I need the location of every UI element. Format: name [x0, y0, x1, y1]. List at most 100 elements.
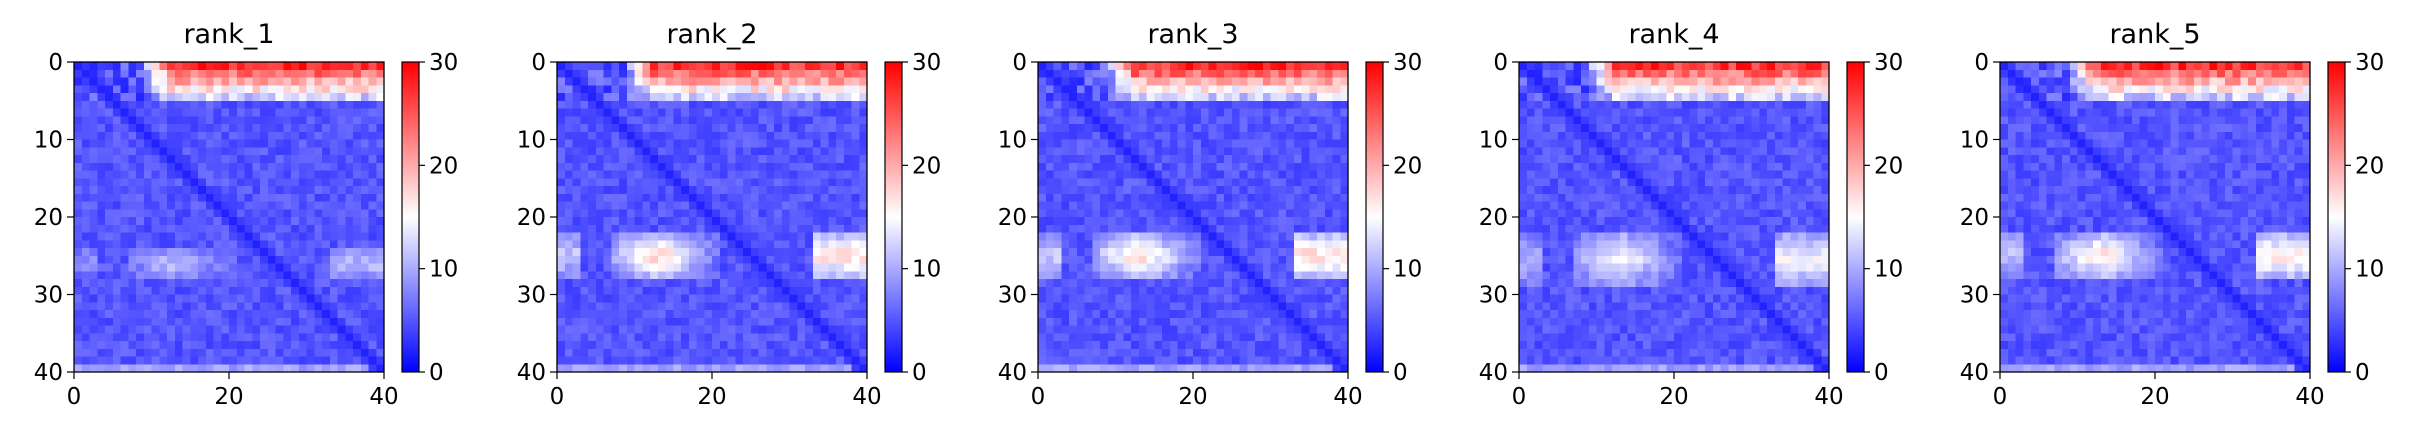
heatmap-cell [1293, 248, 1302, 257]
heatmap-cell [213, 325, 222, 334]
heatmap-cell [774, 93, 783, 102]
heatmap-cell [74, 356, 83, 365]
heatmap-cell [1053, 209, 1062, 218]
heatmap-cell [368, 186, 377, 195]
heatmap-cell [337, 93, 346, 102]
heatmap-cell [1045, 100, 1054, 109]
heatmap-cell [1100, 186, 1109, 195]
heatmap-cell [1185, 263, 1194, 272]
heatmap-cell [843, 100, 852, 109]
heatmap-cell [564, 232, 573, 241]
heatmap-cell [1278, 201, 1287, 210]
heatmap-cell [1782, 62, 1791, 71]
heatmap-cell [611, 341, 620, 350]
heatmap-cell [1200, 201, 1209, 210]
heatmap-cell [564, 162, 573, 171]
heatmap-cell [1138, 224, 1147, 233]
heatmap-cell [182, 294, 191, 303]
heatmap-cell [1224, 263, 1233, 272]
heatmap-cell [205, 155, 214, 164]
heatmap-cell [564, 364, 573, 373]
heatmap-cell [120, 85, 129, 94]
heatmap-cell [580, 178, 589, 187]
heatmap-cell [1262, 317, 1271, 326]
heatmap-cell [368, 255, 377, 264]
heatmap-cell [1286, 317, 1295, 326]
heatmap-cell [836, 248, 845, 257]
heatmap-cell [1053, 348, 1062, 357]
heatmap-cell [1038, 209, 1047, 218]
heatmap-cell [221, 116, 230, 125]
heatmap-cell [1061, 224, 1070, 233]
heatmap-cell [1138, 93, 1147, 102]
heatmap-cell [789, 364, 798, 373]
heatmap-cell [1674, 77, 1683, 86]
heatmap-cell [1293, 147, 1302, 156]
heatmap-cell [81, 310, 90, 319]
heatmap-cell [712, 77, 721, 86]
heatmap-cell [1216, 271, 1225, 280]
heatmap-cell [1278, 286, 1287, 295]
heatmap-cell [1069, 77, 1078, 86]
heatmap-cell [1123, 286, 1132, 295]
heatmap-cell [1185, 255, 1194, 264]
heatmap-cell [1107, 162, 1116, 171]
heatmap-cell [619, 147, 628, 156]
heatmap-cell [1177, 286, 1186, 295]
heatmap-cell [198, 170, 207, 179]
heatmap-cell [634, 341, 643, 350]
heatmap-cell [81, 155, 90, 164]
colorbar [1365, 61, 1384, 373]
heatmap-cell [120, 162, 129, 171]
heatmap-cell [642, 131, 651, 140]
heatmap-cell [1309, 279, 1318, 288]
heatmap-cell [735, 124, 744, 133]
heatmap-cell [580, 193, 589, 202]
heatmap-cell [1053, 263, 1062, 272]
heatmap-cell [1332, 310, 1341, 319]
heatmap-cell [1146, 333, 1155, 342]
heatmap-cell [1301, 217, 1310, 226]
heatmap-cell [167, 364, 176, 373]
heatmap-cell [1751, 62, 1760, 71]
heatmap-cell [572, 255, 581, 264]
heatmap-cell [1177, 348, 1186, 357]
heatmap-cell [564, 341, 573, 350]
heatmap-cell [120, 248, 129, 257]
heatmap-cell [758, 77, 767, 86]
heatmap-cell [1239, 271, 1248, 280]
heatmap-cell [774, 310, 783, 319]
heatmap-cell [812, 333, 821, 342]
heatmap-cell [1092, 271, 1101, 280]
heatmap-cell [306, 302, 315, 311]
heatmap-cell [267, 255, 276, 264]
heatmap-cell [1813, 69, 1822, 78]
heatmap-cell [368, 147, 377, 156]
heatmap-cell [1146, 286, 1155, 295]
heatmap-cell [673, 348, 682, 357]
heatmap-cell [642, 271, 651, 280]
heatmap-cell [580, 77, 589, 86]
heatmap-cell [1200, 77, 1209, 86]
heatmap-cell [190, 240, 199, 249]
heatmap-cell [167, 333, 176, 342]
heatmap-cell [322, 356, 331, 365]
heatmap-cell [1270, 279, 1279, 288]
heatmap-cell [704, 294, 713, 303]
heatmap-cell [696, 364, 705, 373]
heatmap-cell [260, 100, 269, 109]
heatmap-cell [1045, 263, 1054, 272]
heatmap-cell [1100, 302, 1109, 311]
heatmap-cell [665, 178, 674, 187]
heatmap-cell [229, 69, 238, 78]
heatmap-cell [1123, 209, 1132, 218]
heatmap-cell [205, 302, 214, 311]
heatmap-cell [97, 364, 106, 373]
heatmap-cell [275, 325, 284, 334]
heatmap-cell [1324, 325, 1333, 334]
heatmap-cell [1255, 232, 1264, 241]
heatmap-cell [159, 263, 168, 272]
heatmap-cell [1255, 255, 1264, 264]
heatmap-cell [595, 240, 604, 249]
heatmap-cell [650, 341, 659, 350]
